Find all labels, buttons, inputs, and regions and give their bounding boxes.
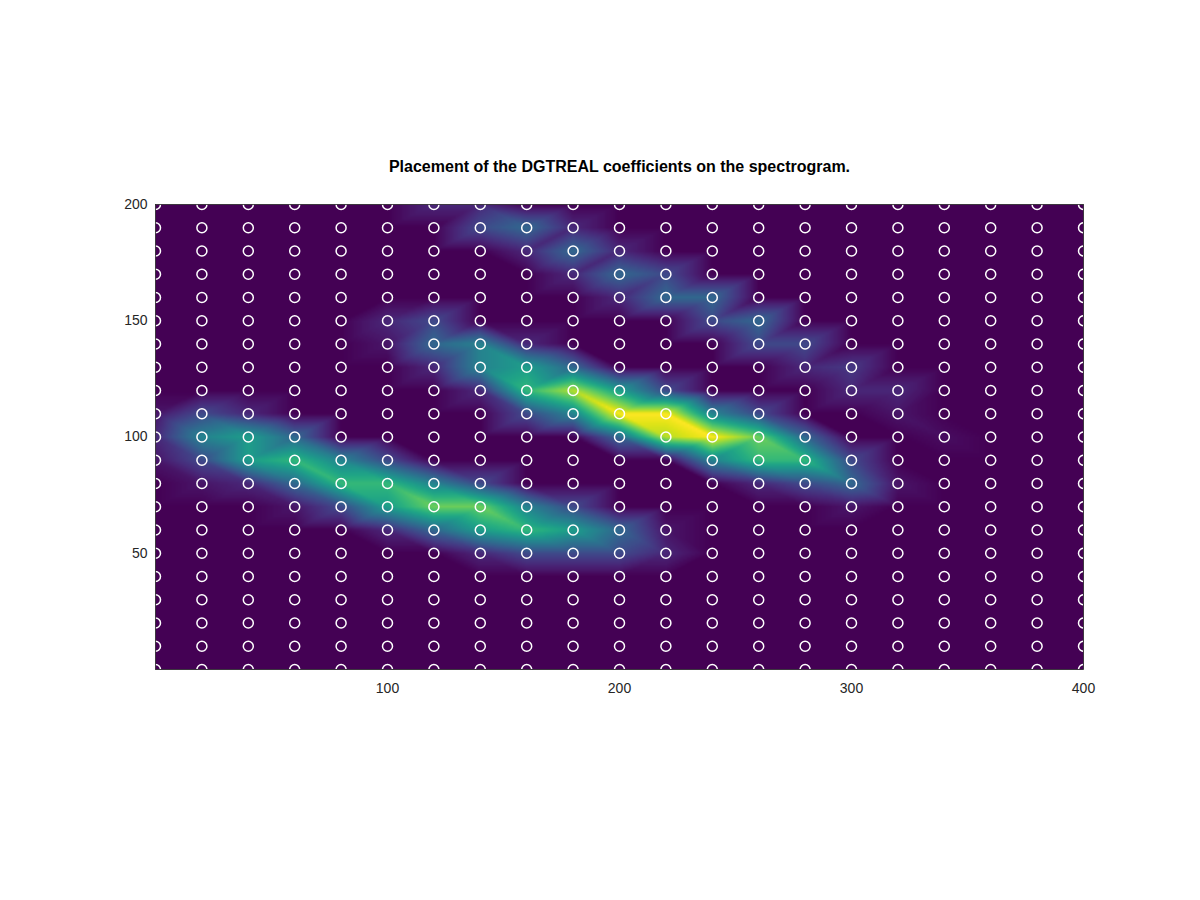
svg-text:200: 200 xyxy=(608,680,632,696)
svg-text:50: 50 xyxy=(132,545,148,561)
svg-text:100: 100 xyxy=(376,680,400,696)
svg-text:200: 200 xyxy=(124,196,148,212)
svg-text:300: 300 xyxy=(840,680,864,696)
svg-text:Placement of the DGTREAL coeff: Placement of the DGTREAL coefficients on… xyxy=(389,158,850,175)
svg-text:100: 100 xyxy=(124,428,148,444)
svg-text:150: 150 xyxy=(124,312,148,328)
svg-text:400: 400 xyxy=(1072,680,1096,696)
